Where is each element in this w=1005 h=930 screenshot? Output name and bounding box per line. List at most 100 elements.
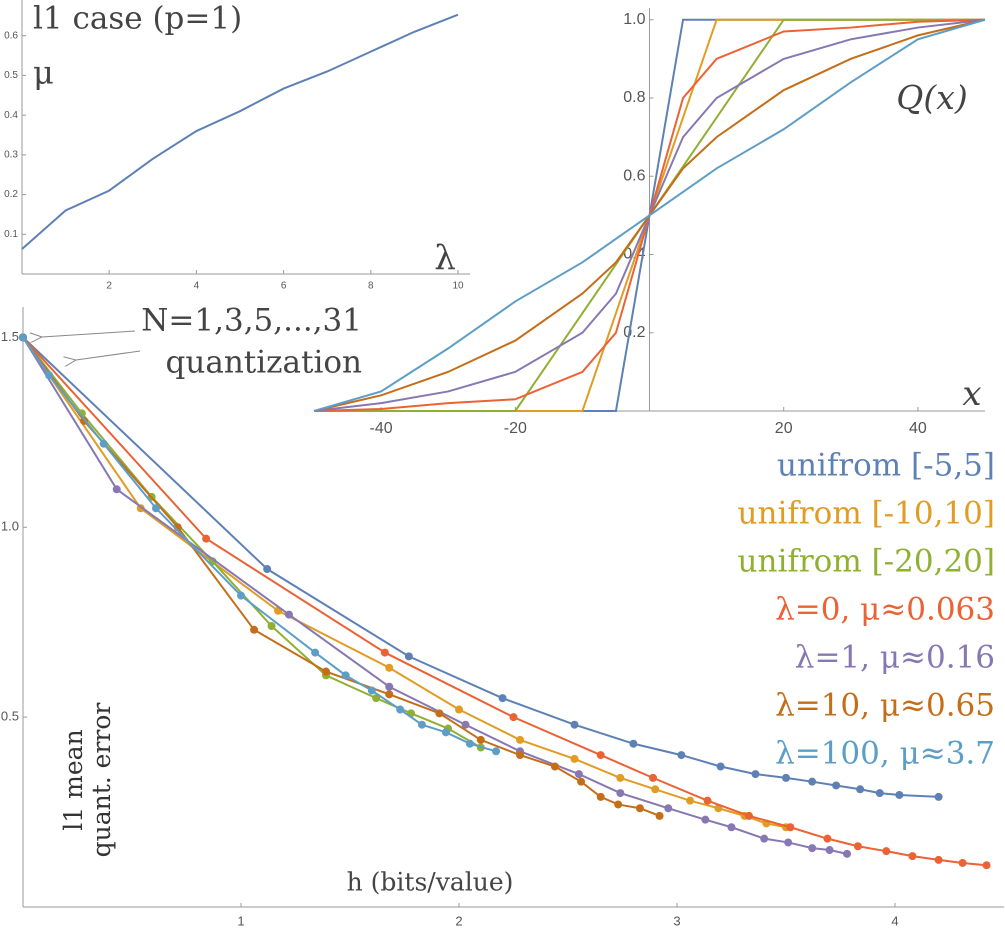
legend-entry: unifrom [-10,10] [738, 496, 995, 532]
y-tick-label: 0.5 [1, 709, 19, 724]
data-point [202, 534, 211, 543]
data-point [784, 838, 793, 847]
data-point [570, 754, 579, 763]
data-point [616, 789, 625, 798]
data-point [823, 834, 832, 843]
data-point [435, 709, 444, 718]
data-point [614, 800, 623, 809]
data-point [934, 855, 943, 864]
data-point [99, 439, 108, 448]
data-point [782, 773, 790, 782]
y-axis-label: l1 mean quant. error [59, 702, 116, 858]
data-point [396, 705, 405, 714]
y-tick-label: 0.2 [623, 324, 645, 341]
x-tick-label: 2 [106, 281, 112, 292]
data-point [509, 713, 518, 722]
y-tick-label: 0.2 [4, 189, 18, 200]
y-tick-label: 0.8 [623, 89, 645, 106]
y-tick-label: 0.6 [623, 167, 645, 184]
y-tick-label: 0.1 [4, 229, 18, 240]
x-tick-label: 4 [194, 281, 200, 292]
series-line [22, 336, 987, 867]
legend: unifrom [-5,5] unifrom [-10,10] unifrom [-… [738, 448, 995, 772]
x-tick-label: -20 [504, 420, 527, 437]
data-point [476, 735, 485, 744]
legend-entry: λ=100, μ≈3.7 [775, 736, 995, 772]
data-point [404, 652, 413, 661]
y-tick-label: 1.0 [623, 11, 645, 28]
data-point [655, 811, 664, 820]
arrow [42, 330, 136, 337]
data-point [284, 610, 293, 619]
data-point [498, 694, 507, 703]
legend-entry: λ=10, μ≈0.65 [775, 688, 995, 724]
data-point [832, 781, 841, 790]
data-point [751, 770, 760, 779]
series-line [22, 336, 660, 817]
data-point [385, 682, 394, 691]
data-point [112, 485, 121, 494]
data-point [492, 747, 501, 756]
x-tick-label: -40 [370, 420, 393, 437]
data-point [651, 785, 660, 794]
data-point [982, 861, 991, 870]
data-point [677, 751, 686, 760]
series-line [313, 18, 986, 412]
data-point [380, 648, 389, 657]
data-point [455, 705, 463, 714]
x-tick-label: 20 [775, 420, 793, 437]
data-point [465, 739, 474, 748]
series-line [21, 13, 459, 250]
y-tick-label: 0.3 [4, 150, 18, 161]
data-point [574, 770, 583, 779]
data-point [441, 728, 450, 737]
y-tick-label: 0.6 [4, 30, 18, 41]
data-point [934, 792, 943, 801]
data-point [808, 844, 817, 853]
x-tick-label: 4 [891, 913, 898, 928]
data-point [19, 333, 27, 342]
x-tick-label: 6 [281, 281, 287, 292]
q-inset: -40 -20 20 400.20.40.60.81.0 [313, 8, 986, 437]
data-point [786, 823, 795, 832]
arrow [76, 350, 141, 360]
data-point [958, 858, 967, 867]
data-point [727, 823, 736, 832]
y-tick-label: 1.0 [1, 519, 19, 534]
data-point [237, 591, 245, 600]
data-point [895, 790, 904, 799]
data-point [417, 720, 426, 729]
data-point [701, 815, 710, 824]
data-point [385, 690, 394, 699]
data-point [461, 720, 470, 729]
data-point [341, 671, 350, 680]
data-point [516, 751, 525, 760]
x-tick-label: 2 [455, 913, 462, 928]
data-point [664, 804, 673, 813]
y-axis-label: Q(x) [896, 78, 967, 117]
x-tick-label: 10 [452, 281, 464, 292]
data-point [550, 762, 559, 771]
x-tick-label: 1 [237, 913, 244, 928]
x-axis-label: x [962, 374, 981, 414]
series-line [22, 336, 848, 855]
data-point [570, 720, 579, 729]
legend-entry: unifrom [-5,5] [777, 448, 995, 484]
data-point [744, 811, 753, 820]
y-tick-label: 1.5 [1, 329, 19, 344]
data-point [875, 789, 884, 798]
series-line [22, 336, 482, 749]
data-point [825, 846, 834, 855]
series-line [22, 336, 939, 798]
data-point [385, 663, 394, 672]
data-point [596, 751, 605, 760]
x-tick-label: 8 [368, 281, 374, 292]
y-axis-label: μ [33, 54, 54, 92]
data-point [882, 847, 891, 856]
data-point [649, 773, 658, 782]
main-chart: 1 2 3 4 0.5 1.0 1.5 [1, 307, 1004, 928]
data-point [908, 852, 917, 861]
legend-entry: λ=1, μ≈0.16 [795, 640, 995, 676]
